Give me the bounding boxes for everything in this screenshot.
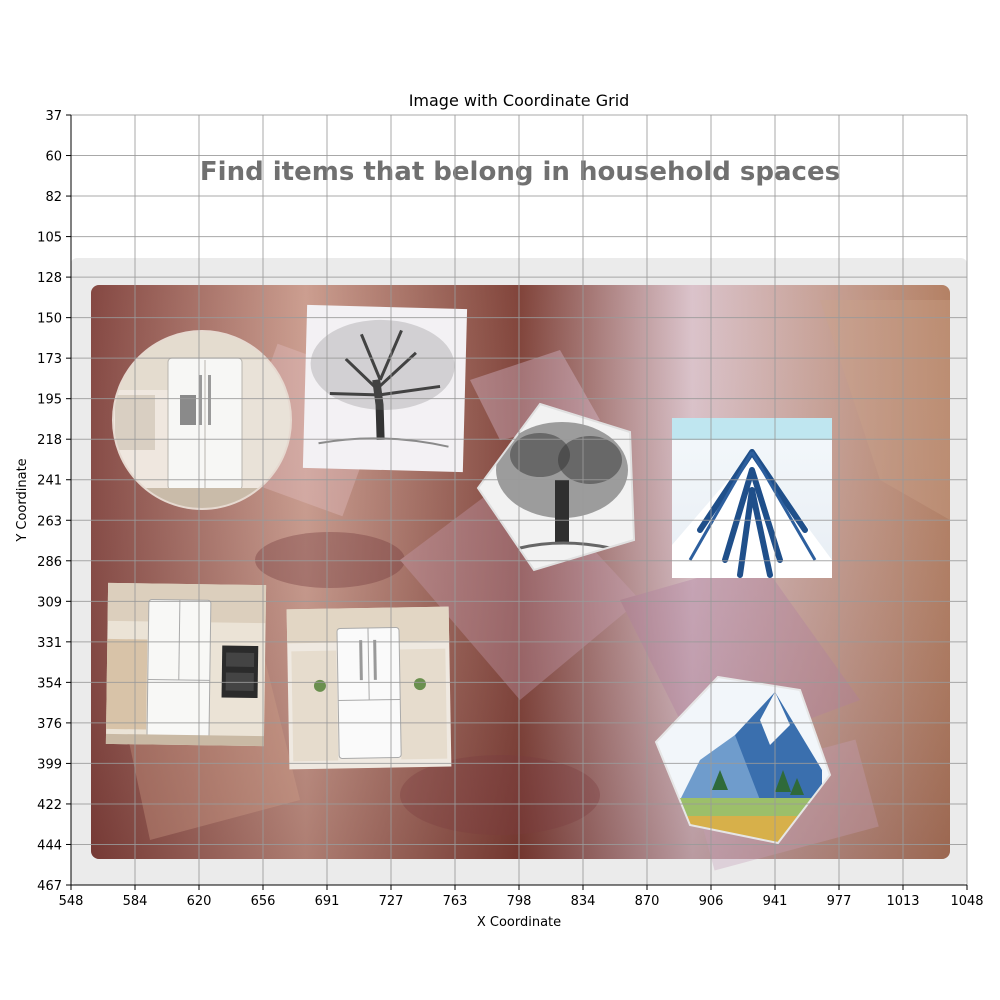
refrigerator-icon	[336, 627, 402, 759]
y-tick-label: 218	[37, 433, 62, 448]
y-tick-label: 354	[37, 676, 62, 691]
refrigerator-icon	[146, 599, 212, 739]
mountain-icon	[672, 449, 832, 578]
y-tick-label: 128	[37, 271, 62, 286]
x-tick-label: 1013	[886, 894, 919, 909]
x-tick-label: 656	[251, 894, 276, 909]
x-tick-label: 1048	[950, 894, 983, 909]
x-tick-label: 798	[507, 894, 532, 909]
y-tick-label: 309	[37, 595, 62, 610]
y-tick-label: 37	[45, 109, 62, 124]
y-tick-label: 286	[37, 555, 62, 570]
tile-fridge-kitchen-center[interactable]	[286, 606, 452, 770]
y-axis-ticks: 37 60 82 105 128 150 173 195 218 241 263 286 309 331 3…	[37, 109, 71, 894]
x-tick-label: 548	[59, 894, 84, 909]
tile-tree-square[interactable]	[302, 304, 468, 473]
y-tick-label: 105	[37, 231, 62, 246]
tile-fridge-circle[interactable]	[112, 330, 292, 510]
x-axis-title: X Coordinate	[477, 915, 561, 930]
x-tick-label: 584	[123, 894, 148, 909]
tile-fridge-kitchen-left[interactable]	[105, 582, 267, 747]
oven-icon	[221, 645, 259, 699]
y-tick-label: 444	[37, 838, 62, 853]
y-tick-label: 467	[37, 879, 62, 894]
plot-title: Image with Coordinate Grid	[409, 91, 630, 110]
y-tick-label: 173	[37, 352, 62, 367]
y-tick-label: 195	[37, 393, 62, 408]
y-axis-title: Y Coordinate	[15, 458, 30, 542]
x-tick-label: 870	[635, 894, 660, 909]
y-tick-label: 60	[45, 150, 62, 165]
y-tick-label: 331	[37, 636, 62, 651]
refrigerator-icon	[167, 357, 243, 491]
y-tick-label: 263	[37, 514, 62, 529]
y-tick-label: 241	[37, 474, 62, 489]
x-tick-label: 941	[763, 894, 788, 909]
y-tick-label: 376	[37, 717, 62, 732]
grid-lines	[70, 114, 968, 886]
tree-icon	[310, 319, 455, 448]
y-tick-label: 150	[37, 312, 62, 327]
x-tick-label: 906	[699, 894, 724, 909]
x-tick-label: 691	[315, 894, 340, 909]
x-axis-ticks: 548 584 620 656 691 727 763 798 834 870 906 941 977 1…	[59, 885, 984, 909]
tile-mountain-square[interactable]	[672, 418, 832, 578]
tree-icon	[496, 422, 628, 550]
x-tick-label: 977	[827, 894, 852, 909]
x-tick-label: 727	[379, 894, 404, 909]
y-tick-label: 422	[37, 798, 62, 813]
y-tick-label: 82	[45, 190, 62, 205]
x-tick-label: 763	[443, 894, 468, 909]
y-tick-label: 399	[37, 757, 62, 772]
x-tick-label: 834	[571, 894, 596, 909]
x-tick-label: 620	[187, 894, 212, 909]
instruction-text: Find items that belong in household spac…	[200, 157, 840, 187]
